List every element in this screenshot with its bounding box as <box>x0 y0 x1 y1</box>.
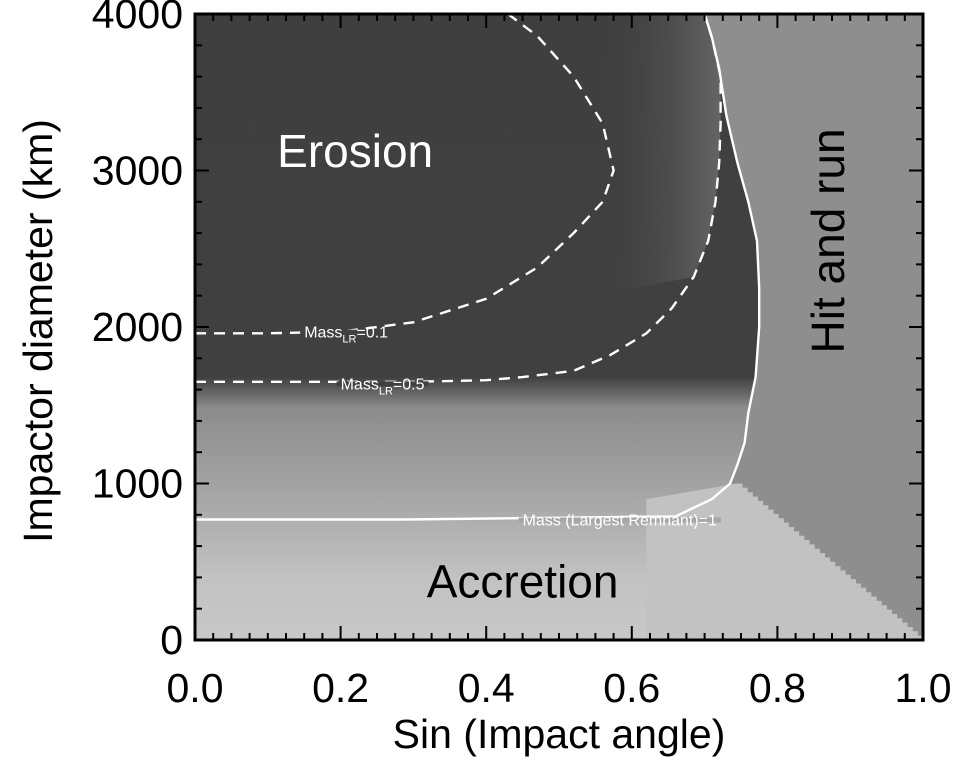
x-tick-label: 0.4 <box>458 665 515 711</box>
contour-line-1 <box>195 14 722 383</box>
region-labels: Erosion Accretion Hit and run <box>277 125 854 607</box>
contour-label-mask <box>336 381 429 387</box>
x-tick-label: 0.0 <box>167 665 224 711</box>
contour-labels: MassLR=0.1 MassLR=0.5 Mass (Largest Remnan… <box>300 325 722 529</box>
x-axis-title: Sin (Impact angle) <box>393 711 726 757</box>
y-axis-title: Impactor diameter (km) <box>15 119 61 543</box>
contour-label-mask <box>300 329 393 335</box>
contour-line-0 <box>195 14 615 335</box>
contour-label-text: MassLR=0.1 <box>304 325 388 346</box>
y-tick-label: 1000 <box>92 461 183 507</box>
contour-label-mask <box>518 517 722 523</box>
x-tick-labels: 0.0 0.2 0.4 0.6 0.8 1.0 <box>167 665 952 711</box>
x-tick-label: 0.6 <box>603 665 660 711</box>
y-tick-label: 2000 <box>92 304 183 350</box>
hit-and-run-region <box>704 14 923 640</box>
contour-line-2 <box>195 14 761 521</box>
y-tick-label: 4000 <box>92 0 183 37</box>
axis-ticks <box>194 13 924 641</box>
x-tick-label: 0.2 <box>312 665 369 711</box>
contour-label-text: Mass (Largest Remnant)=1 <box>523 512 717 529</box>
y-tick-labels: 0 1000 2000 3000 4000 <box>92 0 183 663</box>
plot-area: MassLR=0.1 MassLR=0.5 Mass (Largest Remnan… <box>195 14 923 640</box>
accretion-wedge <box>646 483 923 640</box>
contour-label-text: MassLR=0.5 <box>341 376 425 397</box>
y-tick-label: 3000 <box>92 148 183 194</box>
region-label-accretion: Accretion <box>427 555 619 607</box>
contour-lines <box>195 14 761 521</box>
contour-label-0: MassLR=0.1 <box>300 325 393 346</box>
contour-label-2: Mass (Largest Remnant)=1 <box>518 512 722 529</box>
x-tick-label: 1.0 <box>895 665 952 711</box>
region-label-hit-and-run: Hit and run <box>802 128 854 353</box>
contour-label-1: MassLR=0.5 <box>336 376 429 397</box>
region-label-erosion: Erosion <box>277 125 433 177</box>
erosion-transition-band <box>595 14 721 296</box>
y-tick-label: 0 <box>160 617 183 663</box>
x-tick-label: 0.8 <box>749 665 806 711</box>
